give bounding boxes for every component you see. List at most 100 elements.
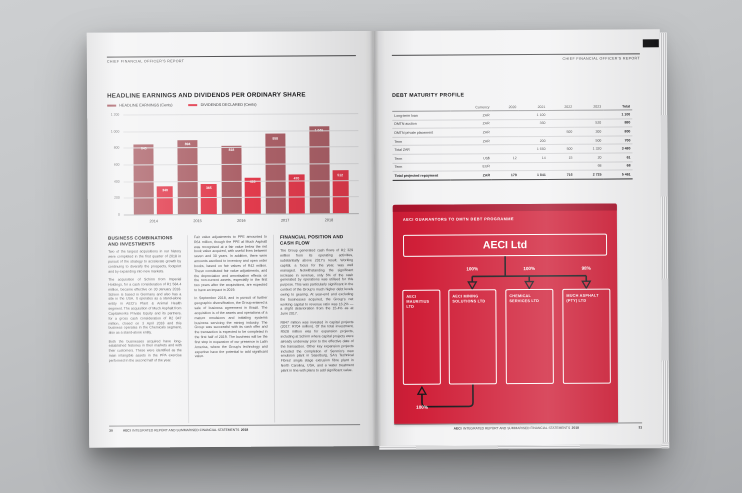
financial-paras: The Group generated cash flows of R2 329… xyxy=(280,249,354,374)
legend-label: HEADLINE EARNINGS (Cents) xyxy=(119,103,173,108)
table-cell-label: Term xyxy=(392,162,451,172)
left-page: CHIEF FINANCIAL OFFICER'S REPORT HEADLIN… xyxy=(86,31,377,448)
table-cell-value: 200 xyxy=(518,136,548,145)
table-cell-value xyxy=(518,127,548,137)
chart-bar-value: 340 xyxy=(162,188,168,193)
chart-ytick-label: 200 xyxy=(114,195,120,200)
ownership-label-mining: 100% xyxy=(466,266,479,272)
chart-ytick-label: 1 200 xyxy=(110,112,120,117)
table-cell-total: 3 480 xyxy=(603,144,633,154)
body-paragraph: R847 million was invested in capital pro… xyxy=(280,319,354,373)
earnings-dividends-chart: HEADLINE EARNINGS AND DIVIDENDS PER ORDI… xyxy=(107,91,359,231)
debt-table-body: Long-term loan ZAR 1 100 1 100 DMTN auction Z… xyxy=(392,109,633,181)
table-cell-total: 880 xyxy=(603,118,633,128)
table-cell-currency xyxy=(450,145,492,155)
body-paragraph: The acquisition of Schirm from Imperial … xyxy=(108,277,182,335)
table-cell-value: 520 xyxy=(574,118,604,128)
legend-label: DIVIDENDS DECLARED (Cents) xyxy=(200,102,257,108)
footer-left: 30 AECI INTEGRATED REPORT AND SUMMARISED… xyxy=(109,424,361,433)
chart-bar: 512 xyxy=(332,170,349,214)
page-number-left: 30 xyxy=(109,428,113,433)
footer-year: 2018 xyxy=(571,425,580,430)
chart-x-label: 2016 xyxy=(237,218,246,223)
footer-brand: AECI xyxy=(453,426,462,431)
chart-bar: 435 xyxy=(244,177,261,214)
table-cell-currency: ZAR xyxy=(450,170,493,180)
table-cell-value: 12 xyxy=(491,153,519,163)
footer-brand: AECI xyxy=(122,428,131,433)
table-header-cell: 2020 xyxy=(491,103,519,111)
table-cell-value: 1 100 xyxy=(518,110,548,120)
table-cell-currency: ZAR xyxy=(450,110,492,120)
table-cell-total: 700 xyxy=(603,135,633,145)
chart-x-label: 2017 xyxy=(280,218,290,223)
legend-item: DIVIDENDS DECLARED (Cents) xyxy=(188,102,257,108)
table-cell-value xyxy=(491,127,519,137)
table-cell-value xyxy=(547,161,575,171)
business-col1-paras: Two of the largest acquisitions in our h… xyxy=(108,250,182,364)
column-business-2: Fair value adjustments to PPE amounted t… xyxy=(186,234,275,424)
chart-bar: 894 xyxy=(177,139,199,215)
chart-bar: 1 046 xyxy=(308,126,330,214)
chart-ytick-label: 600 xyxy=(113,162,120,167)
table-cell-value xyxy=(491,162,519,171)
diagram-box-much-asphalt: MUCH ASPHALT (PTY) LTD xyxy=(562,288,611,384)
table-cell-label: Total ZAR xyxy=(392,145,451,155)
table-cell-currency: ZAR xyxy=(450,136,492,146)
chart-bar-value: 512 xyxy=(337,173,344,178)
debt-table-title: DEBT MATURITY PROFILE xyxy=(392,92,465,99)
table-cell-label: DMTN auction xyxy=(392,119,451,129)
table-cell-total: 61 xyxy=(603,152,633,162)
chart-plot: 8433402014894365201581843520169584702017… xyxy=(123,113,359,223)
table-cell-value: 20 xyxy=(574,153,604,162)
footer-title-left: AECI INTEGRATED REPORT AND SUMMARISED FI… xyxy=(123,428,248,433)
table-cell-total: 5 461 xyxy=(603,170,633,179)
column-business-1: BUSINESS COMBINATIONS AND INVESTMENTS Tw… xyxy=(108,235,188,423)
chart-bar: 365 xyxy=(200,183,218,215)
table-cell-value xyxy=(547,110,575,120)
chart-ytick-label: 1 000 xyxy=(110,129,120,134)
footer-year: 2018 xyxy=(240,427,249,432)
table-cell-value xyxy=(491,110,519,120)
table-cell-value: 300 xyxy=(574,127,604,137)
ownership-label-mauritius: 100% xyxy=(416,404,428,410)
table-cell-label: Term xyxy=(392,136,451,146)
chart-x-label: 2014 xyxy=(149,219,159,224)
table-cell-value: 360 xyxy=(518,119,548,128)
right-page: CHIEF FINANCIAL OFFICER'S REPORT DEBT MA… xyxy=(373,29,663,446)
table-cell-currency: ZAR xyxy=(450,119,492,129)
chart-title: HEADLINE EARNINGS AND DIVIDENDS PER ORDI… xyxy=(107,91,306,100)
chart-x-label: 2018 xyxy=(324,218,334,223)
table-cell-value: 68 xyxy=(574,161,604,171)
table-header-cell-total: Total xyxy=(603,102,633,111)
section-heading-financial: FINANCIAL POSITION AND CASH FLOW xyxy=(279,234,344,246)
table-cell-value xyxy=(547,136,575,145)
report-spread: CHIEF FINANCIAL OFFICER'S REPORT HEADLIN… xyxy=(86,29,670,450)
running-header-right: CHIEF FINANCIAL OFFICER'S REPORT xyxy=(391,53,640,62)
debt-maturity-table: Currency 2020 2021 2022 2023 Total Long-term … xyxy=(392,102,633,181)
chart-bar: 843 xyxy=(133,144,155,215)
chart-ytick-label: 400 xyxy=(113,179,120,184)
chart-bar-value: 894 xyxy=(184,142,191,147)
table-cell-value: 1 320 xyxy=(574,144,604,154)
dmtn-guarantors-diagram: AECI GUARANTORS TO DMTN DEBT PROGRAMME A… xyxy=(392,203,619,425)
body-paragraph: The Group generated cash flows of R2 329… xyxy=(280,248,354,316)
table-cell-value xyxy=(574,110,604,119)
table-cell-label: Total projected repayment xyxy=(392,171,451,181)
table-row: Total projected repayment ZAR 179 1 841 716 2… xyxy=(392,170,633,181)
section-tab-marker xyxy=(642,39,659,48)
table-cell-value xyxy=(491,136,519,146)
table-cell-value: 716 xyxy=(547,170,575,180)
body-paragraph: Both the businesses acquired have long-e… xyxy=(108,338,182,363)
chart-bar-value: 365 xyxy=(206,186,212,191)
table-cell-value: 500 xyxy=(574,135,604,145)
diagram-box-aeci-mining-solutions: AECI MINING SOLUTIONS LTD xyxy=(448,289,497,385)
table-cell-value: 500 xyxy=(547,144,575,154)
chart-x-label: 2015 xyxy=(193,219,202,224)
chart-ytick-label: 0 xyxy=(117,212,120,217)
section-heading-business: BUSINESS COMBINATIONS AND INVESTMENTS xyxy=(107,235,173,247)
business-col2-paras: Fair value adjustments to PPE amounted t… xyxy=(194,235,268,360)
table-header-cell: 2021 xyxy=(518,102,548,111)
body-paragraph: In September 2018, and in pursuit of fur… xyxy=(194,296,268,359)
chart-bar: 958 xyxy=(265,133,286,214)
